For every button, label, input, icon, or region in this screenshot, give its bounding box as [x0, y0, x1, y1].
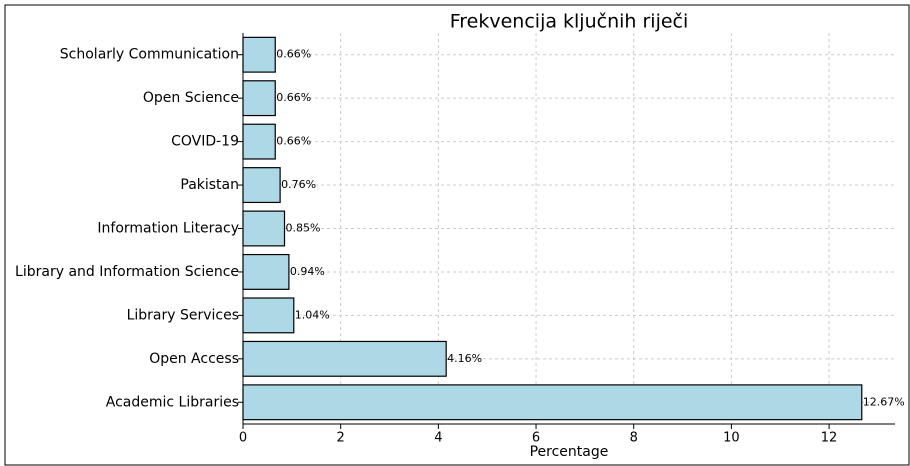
- y-tick-label: Library Services: [127, 307, 239, 323]
- x-tick-label: 6: [532, 431, 540, 446]
- y-tick-label: Academic Libraries: [106, 394, 239, 410]
- y-tick-label: Open Access: [149, 351, 239, 367]
- data-label: 0.66%: [276, 91, 311, 104]
- y-tick-label: Information Literacy: [97, 221, 239, 237]
- data-label: 4.16%: [447, 352, 482, 365]
- x-axis-label: Percentage: [530, 444, 609, 460]
- bar: [242, 167, 281, 204]
- y-tick-label: COVID-19: [171, 134, 239, 150]
- data-label: 1.04%: [295, 308, 330, 321]
- data-label: 0.94%: [290, 265, 325, 278]
- y-tick-label: Library and Information Science: [15, 264, 239, 280]
- y-tick-label: Scholarly Communication: [60, 47, 239, 63]
- bar: [242, 253, 290, 290]
- bar: [242, 297, 295, 334]
- bar: [242, 340, 447, 377]
- y-tick-label: Open Science: [143, 90, 239, 106]
- y-tick-label: Pakistan: [180, 177, 239, 193]
- x-tick-label: 10: [723, 431, 740, 446]
- chart-title: Frekvencija ključnih riječi: [450, 11, 689, 33]
- bar: [242, 80, 276, 117]
- x-tick-label: 0: [239, 431, 247, 446]
- x-tick-label: 4: [434, 431, 442, 446]
- frame: [4, 4, 910, 466]
- bar: [242, 210, 286, 247]
- bar: [242, 384, 863, 421]
- x-tick-label: 8: [630, 431, 638, 446]
- x-tick-label: 12: [821, 431, 838, 446]
- data-label: 12.67%: [863, 395, 905, 408]
- data-label: 0.76%: [281, 178, 316, 191]
- x-tick-label: 2: [337, 431, 345, 446]
- data-label: 0.66%: [276, 135, 311, 148]
- bar: [242, 36, 276, 73]
- bar: [242, 123, 276, 160]
- data-label: 0.85%: [286, 222, 321, 235]
- data-label: 0.66%: [276, 48, 311, 61]
